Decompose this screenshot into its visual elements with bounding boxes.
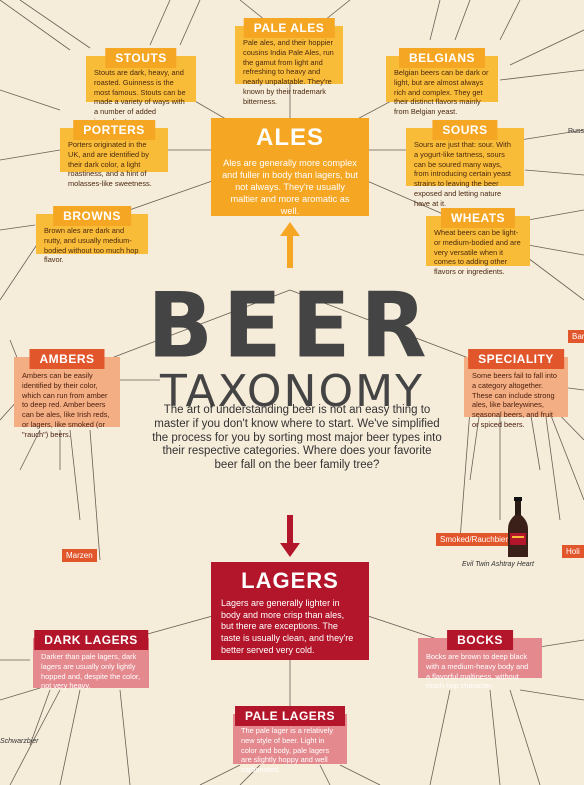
beer-bottle-icon — [508, 497, 528, 557]
title-beer: BEER — [147, 273, 437, 379]
ales-text: Ales are generally more complex and full… — [222, 158, 358, 216]
arrow-up-icon — [280, 222, 300, 268]
tag-barl: Barl — [568, 330, 584, 343]
dark-lagers-text: Darker than pale lagers, dark lagers are… — [41, 652, 141, 691]
style-dark-lagers: DARK LAGERS Darker than pale lagers, dar… — [33, 630, 149, 690]
lagers-text: Lagers are generally lighter in body and… — [221, 598, 354, 655]
lagers-box: LAGERS Lagers are generally lighter in b… — [211, 562, 369, 660]
porters-text: Porters originated in the UK, and are id… — [68, 140, 152, 189]
style-ambers: AMBERS Ambers can be easily identified b… — [14, 349, 120, 439]
style-bocks: BOCKS Bocks are brown to deep black with… — [418, 630, 542, 690]
ambers-header: AMBERS — [29, 349, 105, 369]
style-belgians: BELGIANS Belgian beers can be dark or li… — [386, 48, 498, 116]
wheats-text: Wheat beers can be light- or medium-bodi… — [434, 228, 521, 277]
style-wheats: WHEATS Wheat beers can be light- or medi… — [426, 208, 530, 276]
tag-smoked-rauchbier: Smoked/Rauchbier — [436, 533, 513, 546]
wheats-header: WHEATS — [440, 208, 516, 228]
sours-text: Sours are just that: sour. With a yogurt… — [414, 140, 511, 208]
pale-ales-header: PALE ALES — [243, 18, 335, 38]
style-browns: BROWNS Brown ales are dark and nutty, an… — [36, 206, 148, 264]
lagers-title: LAGERS — [241, 568, 339, 593]
tag-schwarzbier: Schwarzbier — [0, 738, 39, 745]
bocks-text: Bocks are brown to deep black with a med… — [426, 652, 529, 691]
speciality-text: Some beers fail to fall into a category … — [472, 371, 558, 429]
porters-header: PORTERS — [73, 120, 155, 140]
style-porters: PORTERS Porters originated in the UK, an… — [60, 120, 168, 188]
pale-lagers-header: PALE LAGERS — [235, 706, 345, 726]
title-taxonomy: TAXONOMY — [160, 366, 424, 417]
style-sours: SOURS Sours are just that: sour. With a … — [406, 120, 524, 208]
bocks-header: BOCKS — [447, 630, 513, 650]
stouts-header: STOUTS — [105, 48, 177, 68]
browns-text: Brown ales are dark and nutty, and usual… — [44, 226, 139, 265]
ales-box: ALES Ales are generally more complex and… — [211, 118, 369, 216]
style-speciality: SPECIALITY Some beers fail to fall into … — [464, 349, 568, 429]
style-stouts: STOUTS Stouts are dark, heavy, and roast… — [86, 48, 196, 126]
ales-title: ALES — [255, 124, 324, 151]
browns-header: BROWNS — [53, 206, 131, 226]
sours-header: SOURS — [432, 120, 498, 140]
tag-holi: Holi — [562, 545, 584, 558]
speciality-header: SPECIALITY — [468, 349, 564, 369]
example-beer-caption: Evil Twin Ashtray Heart — [462, 561, 534, 568]
belgians-header: BELGIANS — [398, 48, 486, 68]
ambers-text: Ambers can be easily identified by their… — [22, 371, 110, 439]
style-pale-ales: PALE ALES Pale ales, and their hoppier c… — [235, 18, 343, 106]
intro-text: The art of understanding beer is not an … — [152, 404, 442, 472]
belgians-text: Belgian beers can be dark or light, but … — [394, 68, 489, 117]
tag-marzen: Marzen — [62, 549, 97, 562]
arrow-down-icon — [280, 515, 300, 557]
style-pale-lagers: PALE LAGERS The pale lager is a relative… — [233, 706, 347, 774]
pale-ales-text: Pale ales, and their hoppier cousins Ind… — [243, 38, 334, 106]
pale-lagers-text: The pale lager is a relatively new style… — [241, 726, 334, 775]
dark-lagers-header: DARK LAGERS — [34, 630, 148, 650]
tag-russ: Russ — [568, 128, 584, 135]
